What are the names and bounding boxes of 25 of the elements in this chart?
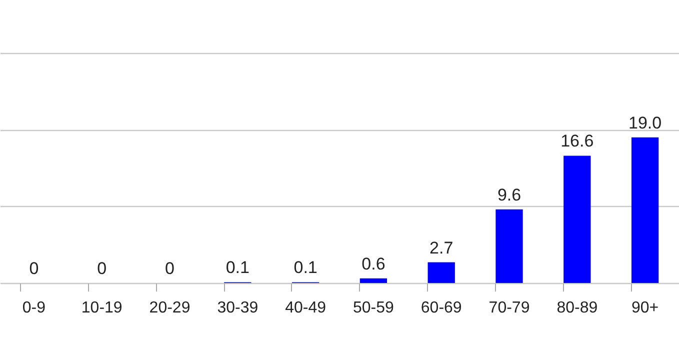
data-label: 0.1 xyxy=(226,258,250,278)
data-label: 0 xyxy=(29,259,39,278)
data-label: 2.7 xyxy=(430,238,454,258)
data-label: 0 xyxy=(165,259,174,278)
x-tick-label: 0-9 xyxy=(22,300,46,316)
x-tick-label: 50-59 xyxy=(352,300,394,316)
x-tick-label: 30-39 xyxy=(217,300,258,316)
bar xyxy=(631,137,659,283)
data-label: 0 xyxy=(97,259,107,278)
bar xyxy=(360,278,388,283)
x-tick-label: 70-79 xyxy=(488,300,530,316)
data-label: 16.6 xyxy=(560,132,594,151)
x-tick-label: 20-29 xyxy=(149,300,190,316)
data-label: 19.0 xyxy=(628,113,662,132)
x-tick-label: 60-69 xyxy=(420,300,462,316)
bar xyxy=(496,209,523,283)
x-tick-label: 40-49 xyxy=(285,300,326,316)
x-tick-label: 90+ xyxy=(631,300,659,316)
bar xyxy=(428,262,455,283)
data-label: 0.6 xyxy=(362,254,386,274)
data-label: 9.6 xyxy=(497,185,522,204)
x-tick-label: 80-89 xyxy=(556,300,598,316)
data-label: 0.1 xyxy=(294,258,318,278)
x-tick-label: 10-19 xyxy=(81,300,122,316)
bar xyxy=(564,156,591,283)
